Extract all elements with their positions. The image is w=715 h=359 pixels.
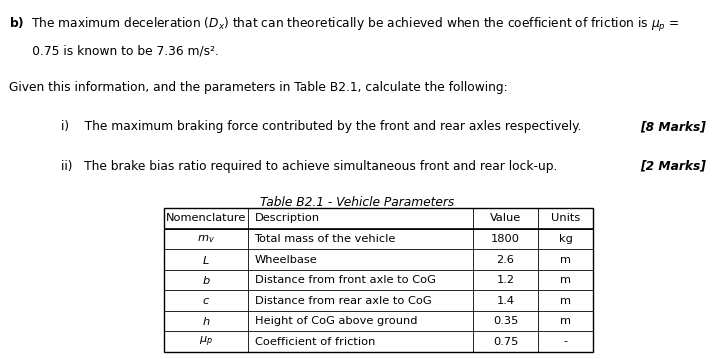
Text: 0.75 is known to be 7.36 m/s².: 0.75 is known to be 7.36 m/s². (9, 45, 220, 58)
Text: $L$: $L$ (202, 253, 210, 266)
Text: $c$: $c$ (202, 295, 210, 306)
Text: [8 Marks]: [8 Marks] (640, 120, 706, 133)
Text: Total mass of the vehicle: Total mass of the vehicle (255, 234, 396, 244)
Text: 1800: 1800 (491, 234, 520, 244)
Text: $\mu_p$: $\mu_p$ (199, 334, 213, 349)
Text: 2.6: 2.6 (496, 255, 514, 265)
Text: kg: kg (558, 234, 573, 244)
Text: i)    The maximum braking force contributed by the front and rear axles respecti: i) The maximum braking force contributed… (61, 120, 581, 133)
Text: Nomenclature: Nomenclature (166, 214, 247, 223)
Text: Coefficient of friction: Coefficient of friction (255, 337, 375, 346)
Text: Given this information, and the parameters in Table B2.1, calculate the followin: Given this information, and the paramete… (9, 81, 508, 94)
Text: Description: Description (255, 214, 320, 223)
Text: m: m (560, 255, 571, 265)
Text: [2 Marks]: [2 Marks] (640, 160, 706, 173)
Text: Distance from front axle to CoG: Distance from front axle to CoG (255, 275, 435, 285)
Text: -: - (563, 337, 568, 346)
Text: m: m (560, 316, 571, 326)
Text: Distance from rear axle to CoG: Distance from rear axle to CoG (255, 295, 431, 306)
Text: $m_v$: $m_v$ (197, 233, 215, 245)
Text: 1.4: 1.4 (496, 295, 515, 306)
Text: ii)   The brake bias ratio required to achieve simultaneous front and rear lock-: ii) The brake bias ratio required to ach… (61, 160, 557, 173)
Text: m: m (560, 295, 571, 306)
Text: Units: Units (551, 214, 580, 223)
Text: $h$: $h$ (202, 315, 210, 327)
Text: m: m (560, 275, 571, 285)
Text: 1.2: 1.2 (496, 275, 515, 285)
Text: Table B2.1 - Vehicle Parameters: Table B2.1 - Vehicle Parameters (260, 196, 455, 209)
Text: $\mathbf{b)}$  The maximum deceleration ($D_x$) that can theoretically be achiev: $\mathbf{b)}$ The maximum deceleration (… (9, 16, 680, 34)
Text: Height of CoG above ground: Height of CoG above ground (255, 316, 417, 326)
Text: $b$: $b$ (202, 274, 211, 286)
Text: 0.35: 0.35 (493, 316, 518, 326)
Text: 0.75: 0.75 (493, 337, 518, 346)
Text: Wheelbase: Wheelbase (255, 255, 317, 265)
Text: Value: Value (490, 214, 521, 223)
